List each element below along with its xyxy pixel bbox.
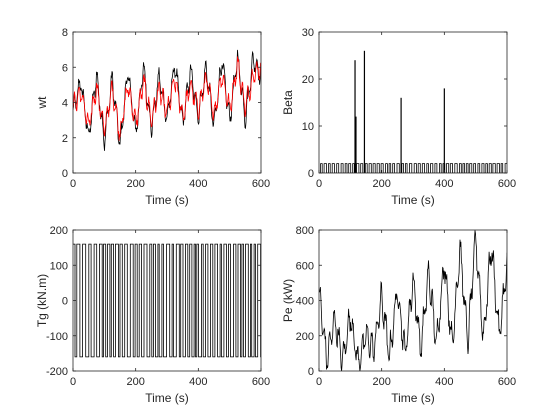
axes-box	[318, 31, 508, 174]
y-tick-label: 30	[302, 27, 314, 39]
x-axis-label: Time (s)	[145, 391, 189, 405]
y-tick-label: 200	[50, 225, 68, 237]
y-tick-label: 0	[308, 366, 314, 378]
x-tick-label: 0	[316, 376, 322, 388]
plot-area	[319, 50, 507, 173]
chart-top-right: 0 200 400 600 0 10 20 30 Time (s) Beta	[281, 27, 516, 207]
series-line-0	[319, 163, 507, 173]
x-tick-label: 400	[435, 376, 453, 388]
x-tick-label: 400	[435, 178, 453, 190]
y-tick-label: 200	[296, 331, 314, 343]
x-tick-label: 600	[498, 376, 516, 388]
y-tick-label: 8	[62, 27, 68, 39]
series-line-0	[319, 230, 507, 371]
x-tick-label: 600	[498, 178, 516, 190]
y-axis-label: Pe (kW)	[281, 279, 295, 322]
y-axis-label: Beta	[281, 90, 295, 115]
x-tick-label: 0	[316, 178, 322, 190]
y-tick-label: 0	[308, 168, 314, 180]
x-tick-label: 600	[252, 178, 270, 190]
y-axis-label: Tg (kN.m)	[35, 274, 49, 327]
y-tick-label: 20	[302, 74, 314, 86]
y-tick-label: 0	[62, 168, 68, 180]
y-tick-label: 800	[296, 225, 314, 237]
x-axis-label: Time (s)	[391, 391, 435, 405]
plot-area	[73, 49, 261, 151]
y-tick-label: -200	[46, 366, 68, 378]
y-tick-label: 6	[62, 62, 68, 74]
plot-area	[319, 230, 507, 371]
x-axis-label: Time (s)	[391, 193, 435, 207]
axes-box	[318, 229, 508, 372]
chart-bottom-right: 0 200 400 600 0 200 400 600 800 Time (s) Pe (kW)	[281, 225, 516, 405]
series-line-1	[73, 56, 261, 141]
x-tick-label: 200	[372, 376, 390, 388]
x-tick-label: 600	[252, 376, 270, 388]
x-tick-label: 400	[189, 376, 207, 388]
x-tick-label: 0	[70, 178, 76, 190]
y-tick-label: 400	[296, 296, 314, 308]
y-tick-label: 4	[62, 98, 68, 110]
y-tick-label: 100	[50, 260, 68, 272]
x-tick-label: 400	[189, 178, 207, 190]
y-tick-label: 10	[302, 121, 314, 133]
series-line-0	[73, 49, 261, 151]
series-line-0	[73, 243, 261, 358]
y-tick-label: 2	[62, 133, 68, 145]
y-axis-label: wt	[35, 96, 49, 110]
x-axis-label: Time (s)	[145, 193, 189, 207]
y-tick-label: 0	[62, 296, 68, 308]
chart-top-left: 0 200 400 600 0 2 4 6 8 Time (s) wt	[35, 27, 270, 207]
plot-area	[73, 243, 261, 358]
axes-box	[72, 31, 262, 174]
x-tick-label: 200	[126, 178, 144, 190]
x-tick-label: 0	[70, 376, 76, 388]
y-tick-label: 600	[296, 260, 314, 272]
y-tick-label: -100	[46, 331, 68, 343]
x-tick-label: 200	[126, 376, 144, 388]
x-tick-label: 200	[372, 178, 390, 190]
